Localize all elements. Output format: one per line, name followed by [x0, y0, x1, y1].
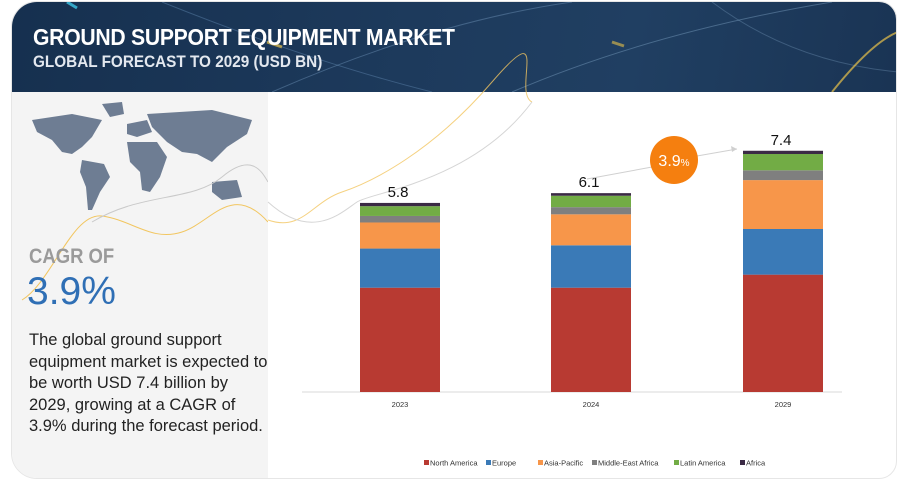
- bar-segment-latin-america-2024: [551, 195, 631, 208]
- bar-segment-africa-2024: [551, 193, 631, 196]
- legend-swatch: [740, 460, 745, 465]
- legend-label: Latin America: [680, 459, 726, 468]
- bar-segment-middle-east-africa-2024: [551, 207, 631, 215]
- x-tick-label: 2023: [392, 400, 409, 409]
- bar-segment-north-america-2023: [360, 287, 440, 392]
- summary-panel: CAGR OF 3.9% The global ground support e…: [12, 92, 268, 478]
- header-banner: GROUND SUPPORT EQUIPMENT MARKET GLOBAL F…: [12, 2, 896, 92]
- legend-label: North America: [430, 459, 478, 468]
- x-tick-label: 2024: [583, 400, 600, 409]
- chart-legend: North America Europe Asia-Pacific Middle-Ea…: [424, 459, 766, 468]
- bar-total-label: 5.8: [388, 184, 409, 201]
- bar-segment-middle-east-africa-2029: [743, 170, 823, 181]
- bar-segment-north-america-2024: [551, 287, 631, 392]
- legend-swatch: [674, 460, 679, 465]
- bar-segment-asia-pacific-2024: [551, 214, 631, 246]
- bar-segment-africa-2029: [743, 150, 823, 155]
- decorative-curves: [21, 164, 268, 301]
- legend-swatch: [538, 460, 543, 465]
- legend-swatch: [486, 460, 491, 465]
- bar-segment-europe-2023: [360, 248, 440, 288]
- summary-description: The global ground support equipment mark…: [29, 331, 268, 435]
- infographic-card: GROUND SUPPORT EQUIPMENT MARKET GLOBAL F…: [11, 1, 897, 479]
- cagr-label: CAGR OF: [29, 245, 115, 268]
- x-tick-label: 2029: [775, 400, 792, 409]
- growth-arrow-line: [586, 166, 653, 180]
- cagr-badge: [650, 136, 698, 184]
- bar-segment-europe-2024: [551, 245, 631, 288]
- legend-swatch: [424, 460, 429, 465]
- bar-segment-europe-2029: [743, 229, 823, 275]
- page-subtitle: GLOBAL FORECAST TO 2029 (USD BN): [33, 52, 323, 71]
- bar-segment-middle-east-africa-2023: [360, 215, 440, 223]
- bar-segment-asia-pacific-2023: [360, 222, 440, 249]
- cagr-badge-text: 3.9%: [658, 153, 689, 170]
- header-light-streaks: [66, 2, 896, 92]
- legend-swatch: [592, 460, 597, 465]
- growth-arrow-head: [731, 146, 737, 152]
- cagr-value: 3.9%: [27, 270, 116, 313]
- bar-segment-africa-2023: [360, 202, 440, 207]
- stacked-bar-chart: 5.8 2023 6.1 2024 7.4 2029 3.9% North America…: [267, 53, 842, 468]
- legend-label: Europe: [492, 459, 516, 468]
- page-title: GROUND SUPPORT EQUIPMENT MARKET: [33, 24, 455, 50]
- bar-segment-latin-america-2029: [743, 154, 823, 171]
- bar-segment-latin-america-2023: [360, 206, 440, 216]
- bar-segment-asia-pacific-2029: [743, 180, 823, 229]
- legend-label: Africa: [746, 459, 766, 468]
- world-map-icon: [32, 102, 252, 210]
- growth-arrow-line: [696, 148, 738, 157]
- legend-label: Middle-East Africa: [598, 459, 659, 468]
- bar-segment-north-america-2029: [743, 274, 823, 392]
- bar-total-label: 7.4: [771, 132, 792, 149]
- bar-total-label: 6.1: [579, 174, 600, 191]
- legend-label: Asia-Pacific: [544, 459, 583, 468]
